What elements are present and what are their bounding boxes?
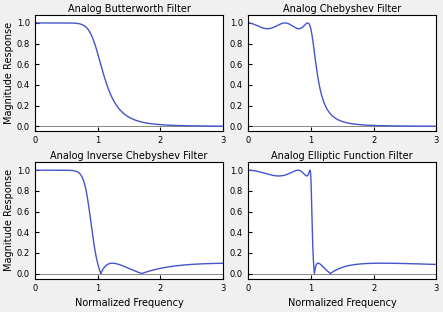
Title: Analog Butterworth Filter: Analog Butterworth Filter: [68, 4, 190, 14]
Title: Analog Chebyshev Filter: Analog Chebyshev Filter: [283, 4, 401, 14]
Title: Analog Elliptic Function Filter: Analog Elliptic Function Filter: [272, 151, 413, 161]
X-axis label: Normalized Frequency: Normalized Frequency: [74, 298, 183, 308]
Y-axis label: Magnitude Response: Magnitude Response: [4, 22, 14, 124]
Y-axis label: Magnitude Response: Magnitude Response: [4, 169, 14, 271]
X-axis label: Normalized Frequency: Normalized Frequency: [288, 298, 396, 308]
Title: Analog Inverse Chebyshev Filter: Analog Inverse Chebyshev Filter: [51, 151, 208, 161]
